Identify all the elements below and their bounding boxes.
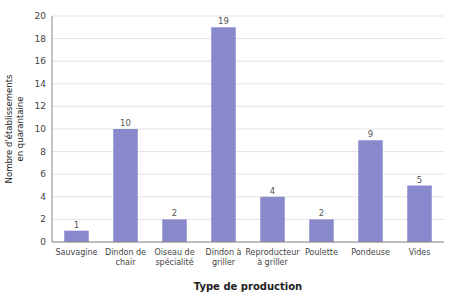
data-label: 4 <box>270 186 275 196</box>
data-label: 10 <box>120 118 131 128</box>
y-axis-label: Nombre d'établissementsen quarantaine <box>4 74 25 183</box>
chart: 0 2 4 6 8 10 12 14 16 18 20 1 10 2 19 4 2 9 5 Sauvagine Dind… <box>0 0 450 296</box>
y-tick-label: 8 <box>40 147 46 157</box>
bar <box>64 231 89 242</box>
y-tick-label: 10 <box>35 124 47 134</box>
data-label: 2 <box>172 208 177 218</box>
data-label: 1 <box>74 220 79 230</box>
grid <box>52 16 444 242</box>
x-axis-label: Type de production <box>194 281 302 292</box>
grid-line <box>52 83 444 84</box>
y-tick-label: 18 <box>35 34 47 44</box>
data-label: 9 <box>368 129 373 139</box>
x-tick-label: Vides <box>409 248 431 257</box>
x-tick-label: Reproducteurà griller <box>245 248 300 267</box>
y-tick-label: 16 <box>35 56 47 66</box>
y-tick-label: 14 <box>35 79 47 89</box>
data-label: 5 <box>417 175 422 185</box>
grid-line <box>52 174 444 175</box>
bar <box>113 129 138 242</box>
y-tick-label: 20 <box>35 11 47 21</box>
grid-line <box>52 151 444 152</box>
x-tick-label: Pondeuse <box>351 248 390 257</box>
y-tick-label: 12 <box>35 101 46 111</box>
bars <box>64 27 432 242</box>
x-tick-label: Oiseau despécialité <box>154 248 194 267</box>
x-tick-label: Poulette <box>305 248 338 257</box>
grid-line <box>52 129 444 130</box>
y-tick-label: 4 <box>40 192 46 202</box>
y-tick-label: 0 <box>40 237 46 247</box>
bar <box>162 219 187 242</box>
bar <box>260 197 285 242</box>
grid-line <box>52 61 444 62</box>
bar <box>309 219 334 242</box>
grid-line <box>52 106 444 107</box>
x-tick-label: Sauvagine <box>56 248 98 257</box>
data-label: 19 <box>218 16 229 26</box>
bar <box>358 140 383 242</box>
bar <box>407 186 432 243</box>
grid-line <box>52 219 444 220</box>
bar <box>211 27 236 242</box>
y-tick-label: 2 <box>40 214 46 224</box>
x-tick-label: Dindon dechair <box>105 248 146 267</box>
grid-line <box>52 16 444 17</box>
grid-line <box>52 242 444 243</box>
y-tick-label: 6 <box>40 169 46 179</box>
y-axis-line <box>52 16 53 242</box>
x-tick-label: Dindon àgriller <box>206 248 242 267</box>
grid-line <box>52 38 444 39</box>
data-label: 2 <box>319 208 324 218</box>
x-axis-line <box>52 242 444 243</box>
grid-line <box>52 196 444 197</box>
